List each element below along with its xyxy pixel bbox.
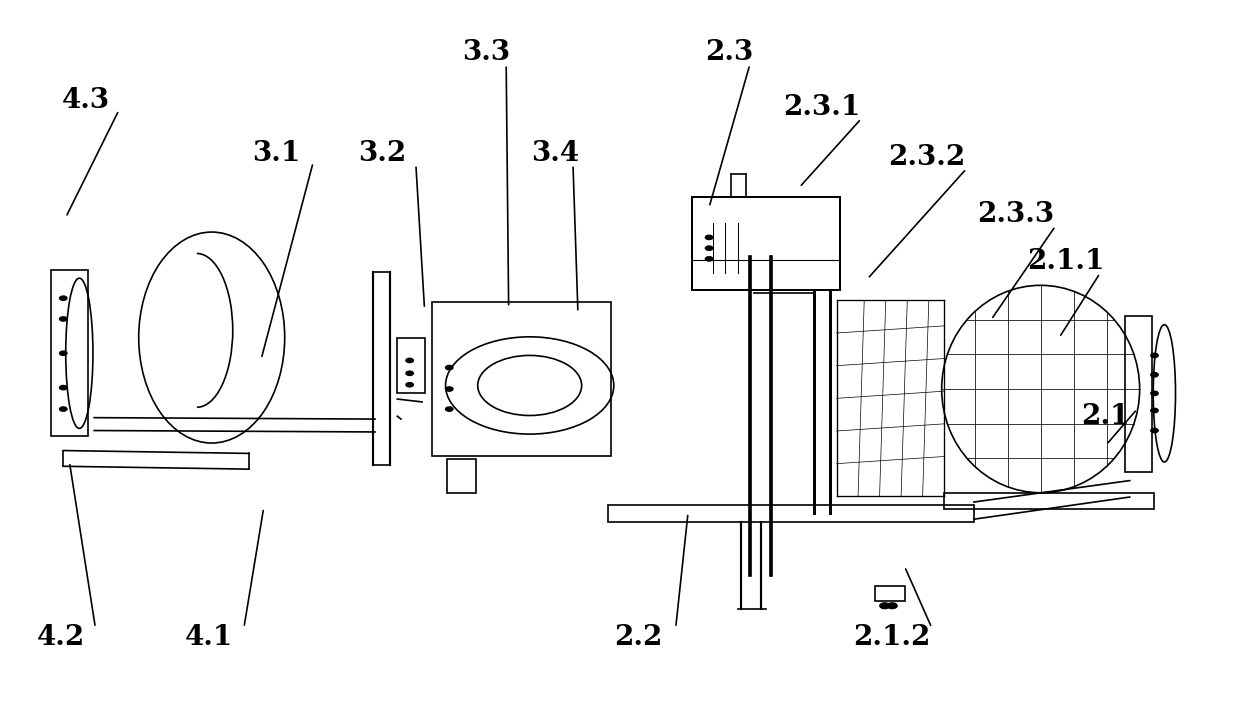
Circle shape [60, 407, 67, 411]
Text: 2.1.2: 2.1.2 [853, 625, 931, 651]
Text: 2.3.2: 2.3.2 [888, 144, 966, 171]
Circle shape [880, 603, 890, 609]
Bar [875, 587, 904, 601]
Circle shape [888, 603, 897, 609]
Circle shape [405, 383, 413, 387]
Circle shape [1151, 391, 1158, 396]
Circle shape [445, 407, 453, 411]
Text: 4.1: 4.1 [185, 625, 233, 651]
Circle shape [405, 371, 413, 376]
Text: 2.3.1: 2.3.1 [782, 94, 861, 121]
Bar [692, 197, 841, 290]
Circle shape [405, 358, 413, 363]
Circle shape [60, 351, 67, 355]
Bar [1125, 316, 1152, 472]
Text: 3.1: 3.1 [252, 139, 300, 167]
Bar [51, 270, 88, 437]
Circle shape [706, 236, 713, 240]
Text: 3.3: 3.3 [463, 39, 511, 66]
Circle shape [60, 317, 67, 321]
Text: 4.2: 4.2 [37, 625, 84, 651]
Bar [432, 302, 611, 455]
Circle shape [1151, 409, 1158, 413]
Text: 3.4: 3.4 [532, 139, 580, 167]
Circle shape [706, 257, 713, 261]
Circle shape [1151, 429, 1158, 433]
Circle shape [1151, 353, 1158, 358]
Text: 2.3: 2.3 [704, 39, 753, 66]
Text: 2.2: 2.2 [614, 625, 662, 651]
Text: 4.3: 4.3 [62, 87, 109, 113]
Bar [944, 493, 1154, 509]
Circle shape [445, 387, 453, 391]
Text: 2.1.1: 2.1.1 [1027, 248, 1104, 275]
Circle shape [60, 296, 67, 300]
Bar [608, 505, 973, 522]
Circle shape [706, 246, 713, 251]
Text: 2.3.3: 2.3.3 [977, 201, 1054, 228]
Circle shape [1151, 373, 1158, 377]
Circle shape [60, 386, 67, 390]
Text: 3.2: 3.2 [358, 139, 407, 167]
Circle shape [445, 365, 453, 370]
Bar [397, 337, 424, 393]
Text: 2.1: 2.1 [1081, 403, 1130, 429]
Bar [446, 459, 476, 493]
